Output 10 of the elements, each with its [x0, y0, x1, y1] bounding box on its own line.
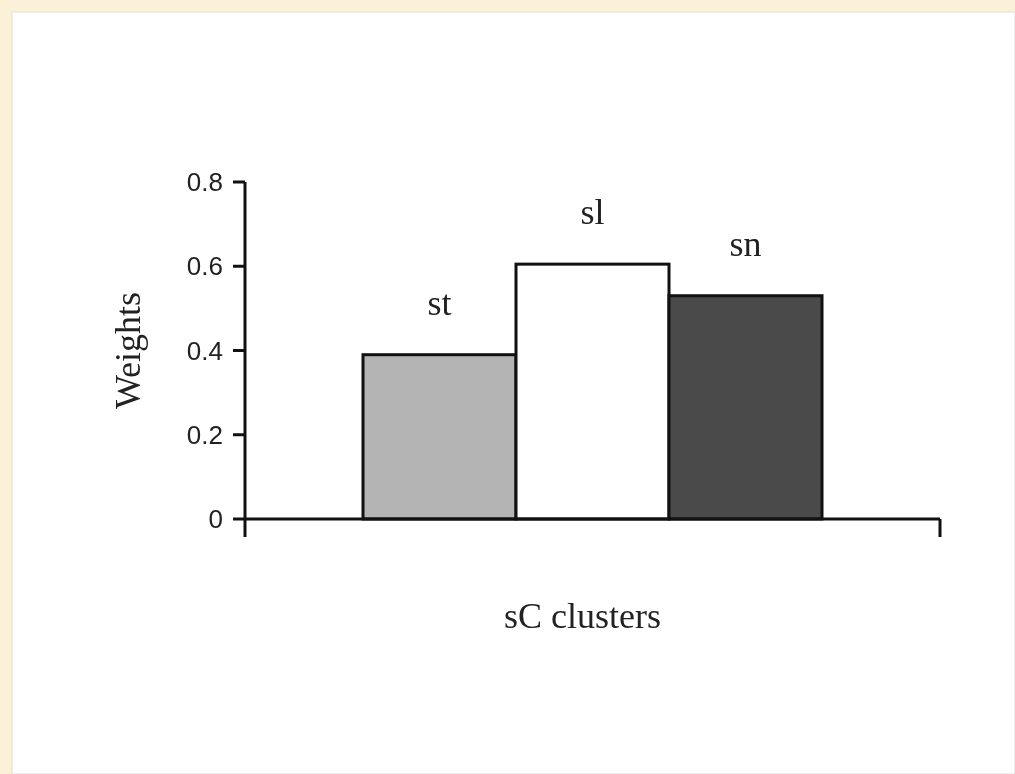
y-tick-label: 0.4 [186, 335, 223, 366]
x-tick-label: st [427, 282, 452, 323]
x-axis-title: sC clusters [504, 596, 661, 636]
y-tick-label: 0.2 [186, 419, 223, 450]
x-tick-label: sl [580, 192, 605, 233]
x-tick-label: sn [729, 223, 762, 264]
y-tick-label: 0.8 [186, 167, 223, 198]
y-tick-label: 0 [208, 504, 223, 535]
y-tick-label: 0.6 [186, 251, 223, 282]
y-axis-title: Weights [108, 291, 148, 410]
